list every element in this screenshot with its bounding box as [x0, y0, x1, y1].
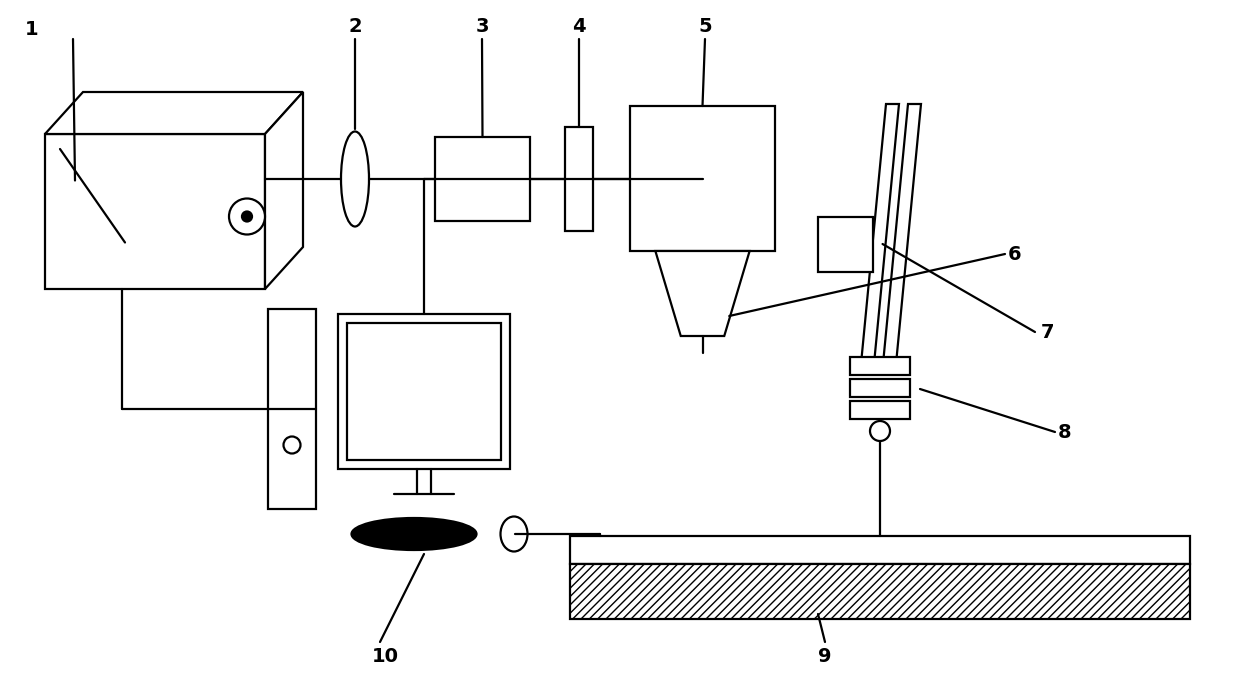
Bar: [565, 127, 593, 231]
Bar: [849, 357, 910, 375]
Circle shape: [242, 212, 252, 222]
Ellipse shape: [501, 516, 527, 551]
Text: 4: 4: [572, 16, 585, 36]
Circle shape: [229, 199, 265, 235]
Ellipse shape: [351, 518, 476, 550]
Ellipse shape: [341, 131, 370, 226]
Bar: [435, 137, 529, 221]
Bar: [45, 134, 265, 289]
Text: 3: 3: [475, 16, 489, 36]
Bar: [347, 323, 501, 460]
Polygon shape: [45, 92, 303, 134]
Text: 9: 9: [818, 646, 832, 665]
Bar: [849, 379, 910, 397]
Bar: [339, 314, 510, 469]
Text: 7: 7: [1042, 322, 1055, 342]
Bar: [570, 564, 1190, 619]
Text: 8: 8: [1058, 423, 1071, 441]
Polygon shape: [883, 104, 921, 364]
Bar: [817, 217, 873, 272]
Text: 6: 6: [1008, 245, 1022, 264]
Circle shape: [284, 437, 300, 454]
Polygon shape: [656, 251, 750, 336]
Bar: [630, 106, 775, 251]
Circle shape: [870, 421, 890, 441]
Text: 5: 5: [698, 16, 712, 36]
Bar: [268, 309, 316, 509]
Text: 1: 1: [25, 20, 38, 38]
Bar: [849, 401, 910, 419]
Text: 2: 2: [348, 16, 362, 36]
Text: 10: 10: [372, 646, 398, 665]
Polygon shape: [861, 104, 899, 364]
Bar: [570, 536, 1190, 564]
Polygon shape: [265, 92, 303, 289]
